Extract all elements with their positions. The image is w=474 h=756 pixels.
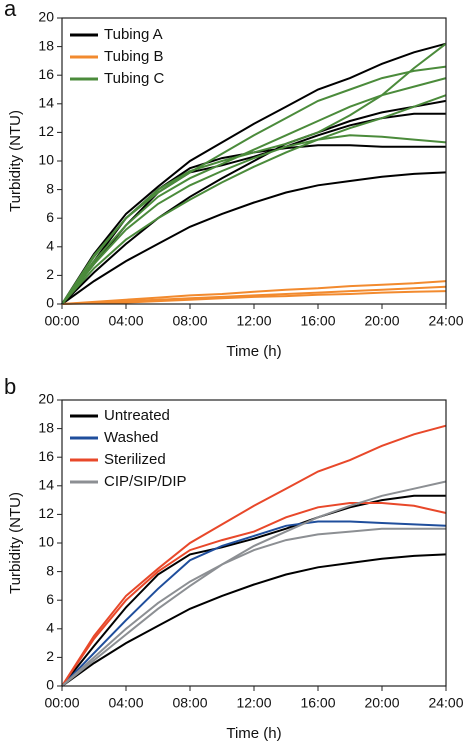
legend-label: Tubing B [104,48,163,65]
y-tick-label: 18 [38,419,54,435]
panel-label: b [4,374,16,399]
y-tick-label: 0 [46,677,54,693]
x-tick-label: 04:00 [108,313,143,329]
y-tick-label: 20 [38,9,54,25]
data-line [61,134,447,305]
y-tick-label: 16 [38,66,54,82]
x-tick-label: 04:00 [108,695,143,711]
x-tick-label: 00:00 [44,313,79,329]
x-axis-label: Time (h) [226,343,281,360]
y-tick-label: 2 [46,648,54,664]
data-line [61,424,447,687]
x-tick-label: 20:00 [364,313,399,329]
data-line [61,42,447,305]
y-tick-label: 16 [38,448,54,464]
legend-label: CIP/SIP/DIP [104,473,187,490]
y-tick-label: 8 [46,180,54,196]
plot-frame [61,399,447,687]
y-tick-label: 14 [38,95,54,111]
x-tick-label: 24:00 [428,695,463,711]
legend-label: Untreated [104,407,170,424]
y-axis-label: Turbidity (NTU) [7,110,24,212]
y-tick-label: 6 [46,209,54,225]
plot-frame [61,17,447,305]
y-tick-label: 20 [38,391,54,407]
y-axis-label: Turbidity (NTU) [7,492,24,594]
data-line [61,494,446,687]
data-line [61,99,447,305]
data-line [61,171,447,305]
data-line [61,290,447,305]
x-tick-label: 20:00 [364,695,399,711]
legend-label: Tubing A [104,26,163,43]
panel-label: a [4,0,17,21]
x-axis-label: Time (h) [226,725,281,742]
y-tick-label: 18 [38,37,54,53]
x-tick-label: 16:00 [300,695,335,711]
data-line [61,480,447,687]
data-line [61,553,447,687]
x-tick-label: 00:00 [44,695,79,711]
y-tick-label: 0 [46,295,54,311]
x-tick-label: 16:00 [300,313,335,329]
x-tick-label: 08:00 [172,313,207,329]
legend-label: Sterilized [104,451,166,468]
data-line [61,502,447,687]
x-tick-label: 08:00 [172,695,207,711]
data-line [61,42,447,305]
y-tick-label: 12 [38,123,54,139]
x-tick-label: 24:00 [428,313,463,329]
data-line [61,65,447,305]
y-tick-label: 8 [46,562,54,578]
x-tick-label: 12:00 [236,695,271,711]
y-tick-label: 4 [46,620,54,636]
y-tick-label: 4 [46,238,54,254]
y-tick-label: 2 [46,266,54,282]
y-tick-label: 10 [38,534,54,550]
data-line [61,280,447,305]
data-line [61,527,446,687]
y-tick-label: 6 [46,591,54,607]
legend-label: Tubing C [104,70,164,87]
data-line [61,285,447,305]
legend-label: Washed [104,429,158,446]
x-tick-label: 12:00 [236,313,271,329]
data-line [61,94,447,305]
y-tick-label: 12 [38,505,54,521]
y-tick-label: 14 [38,477,54,493]
y-tick-label: 10 [38,152,54,168]
data-line [61,520,447,687]
data-line [61,112,446,305]
